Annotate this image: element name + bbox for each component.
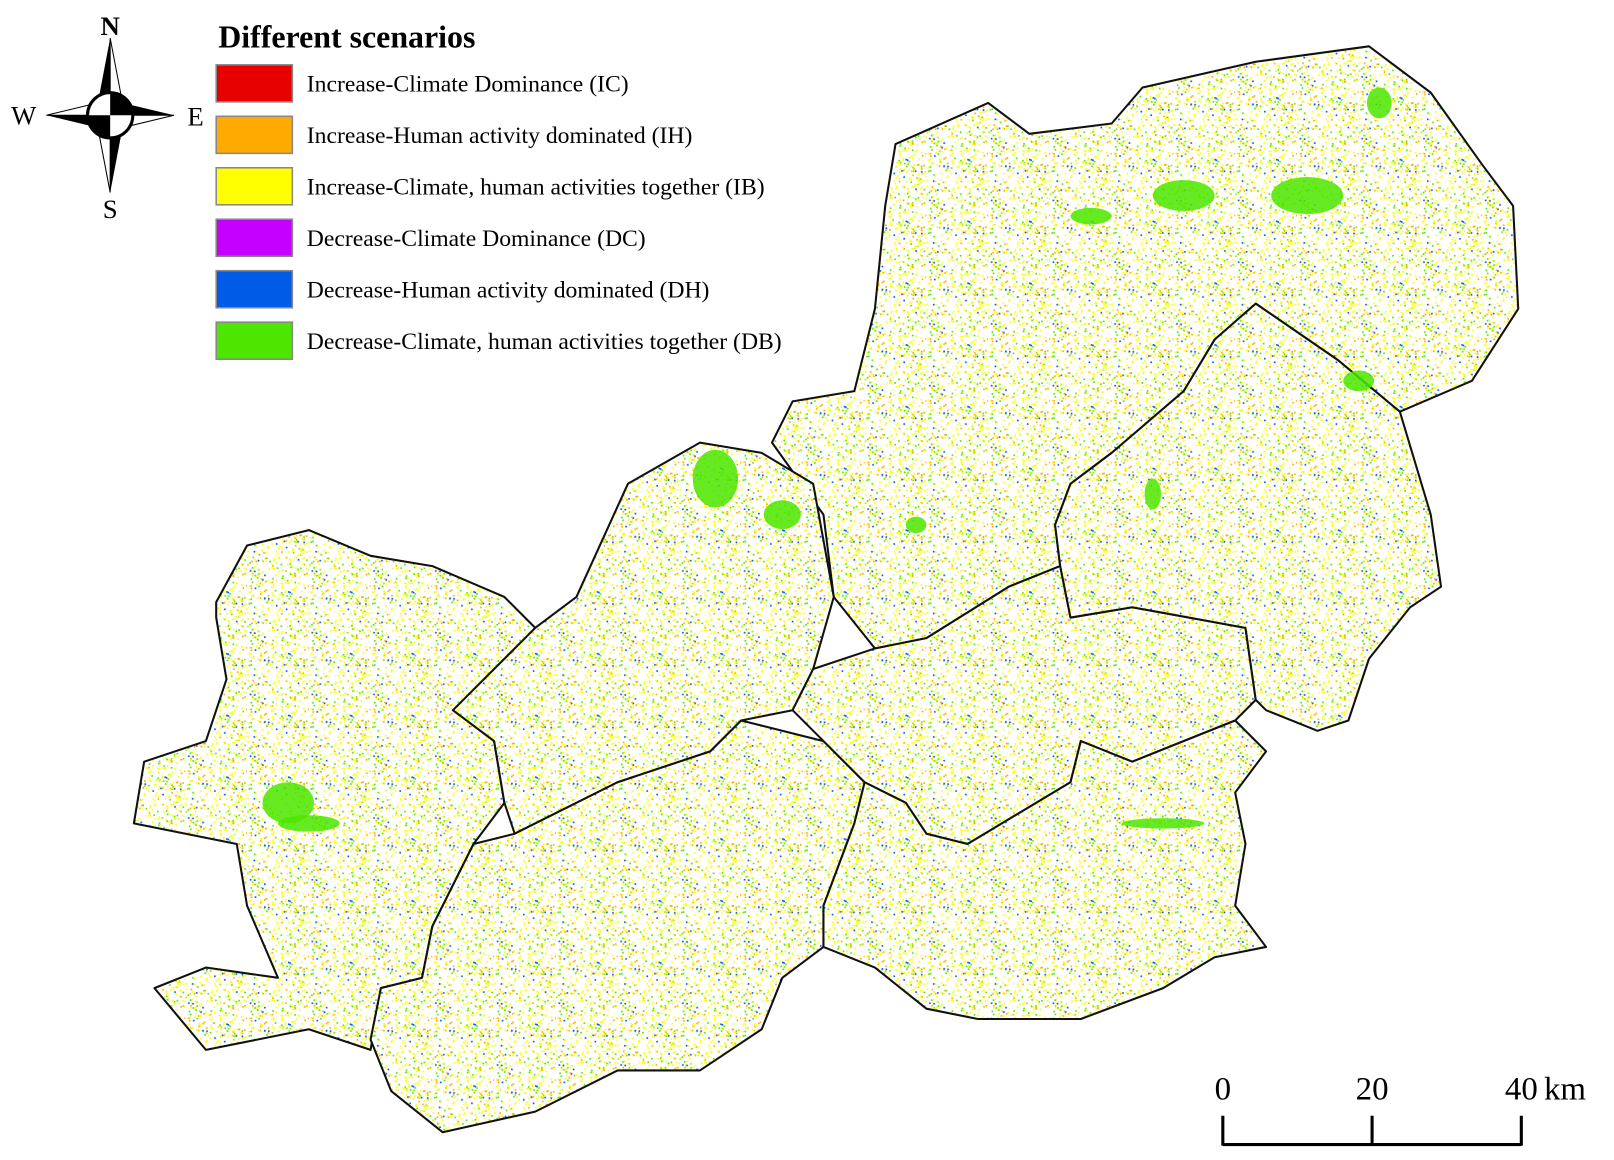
legend-title: Different scenarios (218, 19, 475, 54)
compass-south: S (103, 194, 118, 224)
legend-swatch (215, 167, 294, 206)
legend-label: Decrease-Human activity dominated (DH) (307, 277, 710, 303)
green-patch (262, 782, 314, 824)
legend: Increase-Climate Dominance (IC) Increase-… (215, 64, 782, 360)
region (822, 719, 1268, 1021)
legend-swatch (215, 64, 294, 103)
green-patch (1152, 180, 1215, 212)
green-patch (1366, 87, 1392, 119)
region (1054, 302, 1443, 732)
compass-north: N (101, 11, 120, 41)
scale-label: 40 (1505, 1071, 1538, 1107)
green-patch (905, 516, 927, 534)
green-patch (692, 449, 739, 508)
green-patches (262, 87, 1392, 832)
scale-label: 0 (1215, 1071, 1231, 1107)
legend-label: Decrease-Climate, human activities toget… (307, 329, 782, 355)
green-patch (763, 500, 801, 530)
green-patch (1121, 818, 1205, 829)
green-patch (1343, 370, 1375, 392)
scale-bar: 0 20 40 km (1215, 1071, 1586, 1147)
compass-west: W (11, 101, 37, 131)
legend-swatch (215, 218, 294, 258)
green-patch (277, 815, 340, 832)
region (369, 719, 866, 1134)
legend-swatch (215, 321, 294, 360)
legend-label: Increase-Climate, human activities toget… (307, 175, 765, 201)
legend-label: Increase-Human activity dominated (IH) (307, 123, 693, 149)
legend-label: Decrease-Climate Dominance (DC) (307, 226, 646, 252)
legend-label: Increase-Climate Dominance (IC) (307, 72, 629, 98)
green-patch (1271, 177, 1344, 215)
legend-swatch (215, 269, 294, 309)
legend-swatch (215, 115, 294, 155)
green-patch (1070, 207, 1112, 225)
compass-east: E (187, 102, 203, 132)
green-patch (1144, 478, 1162, 510)
scale-label: 20 (1356, 1071, 1389, 1107)
scale-unit: km (1544, 1071, 1586, 1107)
compass: N W E S (11, 11, 204, 224)
